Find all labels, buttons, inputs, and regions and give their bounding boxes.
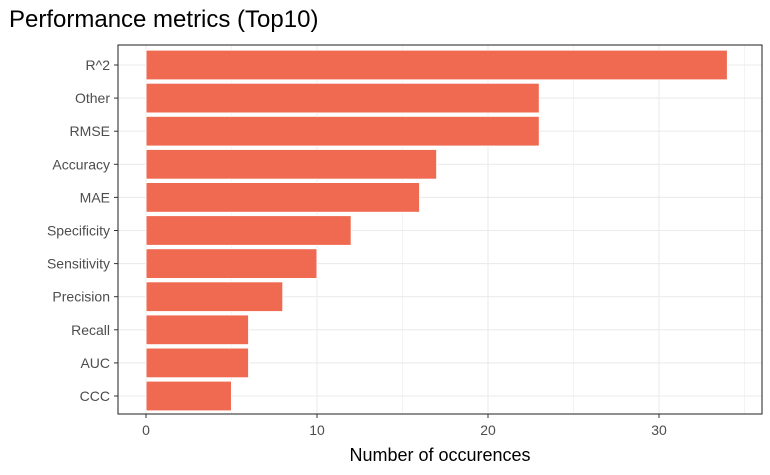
bar-ccc bbox=[145, 380, 232, 412]
chart-title: Performance metrics (Top10) bbox=[9, 6, 319, 33]
bar-r-2 bbox=[145, 49, 728, 81]
panel-border bbox=[117, 44, 763, 415]
y-tick-label: R^2 bbox=[86, 57, 111, 73]
x-tick-label: 20 bbox=[480, 422, 496, 438]
bar-mae bbox=[145, 182, 421, 213]
x-axis: 0 10 20 30 bbox=[142, 414, 667, 438]
x-tick-label: 30 bbox=[651, 422, 667, 438]
x-tick-label: 0 bbox=[142, 422, 150, 438]
y-tick-label: CCC bbox=[80, 388, 110, 404]
bars bbox=[145, 49, 728, 412]
x-tick-label: 10 bbox=[309, 422, 325, 438]
bar-rmse bbox=[145, 115, 540, 147]
bar-specificity bbox=[145, 215, 352, 246]
bar-precision bbox=[145, 281, 284, 313]
y-tick-label: Recall bbox=[71, 322, 110, 338]
y-tick-label: Specificity bbox=[47, 223, 110, 239]
y-tick-label: Precision bbox=[52, 289, 110, 305]
y-tick-label: AUC bbox=[80, 355, 110, 371]
bar-accuracy bbox=[145, 148, 438, 180]
y-tick-label: Other bbox=[75, 90, 110, 106]
y-tick-label: Sensitivity bbox=[47, 256, 110, 272]
y-tick-label: RMSE bbox=[70, 123, 110, 139]
bar-sensitivity bbox=[145, 248, 318, 279]
y-axis: R^2 Other RMSE Accuracy MAE Specificity Sensit… bbox=[47, 57, 118, 404]
bar-auc bbox=[145, 347, 250, 379]
y-tick-label: Accuracy bbox=[52, 156, 110, 172]
x-axis-title: Number of occurences bbox=[349, 445, 530, 465]
bar-recall bbox=[145, 314, 250, 346]
bar-other bbox=[145, 82, 540, 114]
y-tick-label: MAE bbox=[80, 189, 110, 205]
